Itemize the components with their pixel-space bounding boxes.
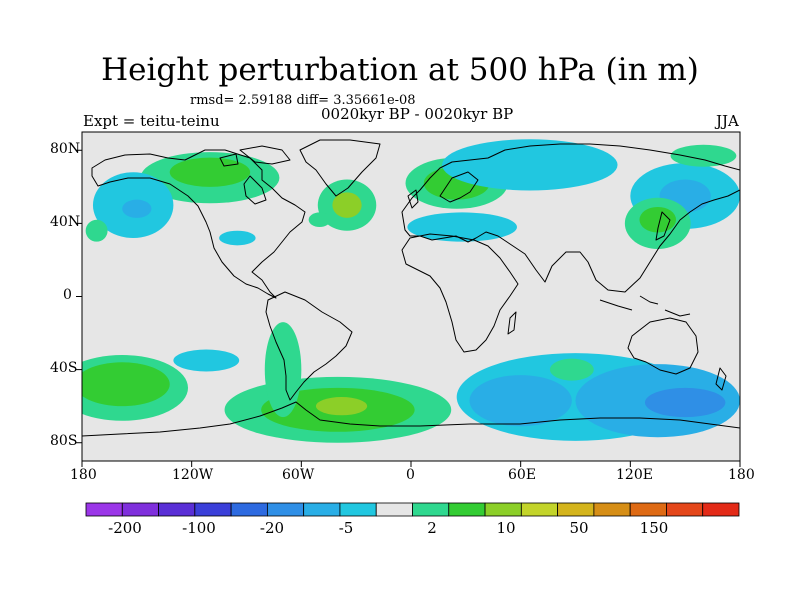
colorbar-label: 10 [496,519,516,537]
colorbar-swatch [448,502,486,517]
lon-tick-label: 60E [508,467,537,483]
coast-british-isles [407,189,419,209]
positive-anomaly-region [82,362,170,407]
coast-eurasia [401,143,740,293]
colorbar-swatch [194,502,232,517]
colorbar [85,502,740,517]
lat-tick-label: 0 [63,287,72,303]
colorbar-swatch [303,502,341,517]
coast-arctic-islands [219,145,291,167]
positive-anomaly-region [332,192,362,218]
colorbar-label: 2 [427,519,437,537]
coast-scandinavia [439,171,479,203]
coastlines [82,139,740,437]
colorbar-swatch [593,502,631,517]
lat-tick-label: 80N [50,141,81,157]
coast-africa [401,233,519,353]
coast-hudson-bay [243,175,267,205]
colorbar-swatch [85,502,123,517]
lat-tick-marks [76,149,82,444]
coast-maritime-continent [599,295,691,317]
negative-anomaly-region [219,230,256,246]
positive-anomaly-region [670,144,737,167]
period-label: 0020kyr BP - 0020kyr BP [321,105,514,123]
colorbar-swatch [121,502,159,517]
colorbar-swatch [158,502,196,517]
positive-anomaly-region [308,212,331,228]
colorbar-swatch [557,502,595,517]
coast-greenland [299,139,381,197]
colorbar-label: -5 [338,519,354,537]
lat-tick-label: 80S [50,433,78,449]
lon-tick-label: 180 [728,467,755,483]
rmsd-stats: rmsd= 2.59188 diff= 3.35661e-08 [190,93,416,108]
negative-anomaly-region [442,139,618,191]
chart-title: Height perturbation at 500 hPa (in m) [101,52,699,88]
coast-new-zealand [715,367,727,391]
colorbar-swatch [266,502,305,517]
colorbar-label: -200 [108,519,142,537]
colorbar-swatch [484,502,522,517]
colorbar-label: -20 [259,519,285,537]
colorbar-swatch [375,502,413,517]
lon-tick-label: 180 [70,467,97,483]
colorbar-swatch [666,502,704,517]
negative-anomaly-region [122,199,152,218]
lon-tick-label: 0 [406,467,415,483]
coast-australia [627,317,699,375]
colorbar-label: 50 [569,519,589,537]
lon-tick-marks [81,461,741,467]
colorbar-swatch [230,502,268,517]
lat-tick-label: 40N [50,214,81,230]
negative-anomaly-region [173,349,240,372]
lon-tick-label: 120W [172,467,214,483]
colorbar-swatch [412,502,450,517]
positive-anomaly-region [85,219,108,242]
positive-anomaly-region [639,206,677,233]
negative-anomaly-region [644,387,726,418]
coast-madagascar [507,311,517,335]
colorbar-swatch [520,502,559,517]
coast-south-america [265,291,353,401]
colorbar-label: 150 [639,519,669,537]
colorbar-swatch [702,502,740,517]
colorbar-swatch [339,502,377,517]
colorbar-swatch [629,502,667,517]
coast-north-america [91,149,306,299]
season-label: JJA [716,112,739,130]
lat-tick-label: 40S [50,360,78,376]
colorbar-label: -100 [182,519,216,537]
lon-tick-label: 60W [282,467,315,483]
coast-antarctica [82,401,740,437]
positive-anomaly-region [549,358,594,381]
lon-tick-label: 120E [616,467,653,483]
positive-anomaly-region [264,322,302,418]
negative-anomaly-region [469,375,572,427]
positive-anomaly-region [315,397,368,416]
experiment-label: Expt = teitu-teinu [83,112,220,130]
coast-japan [655,211,671,241]
